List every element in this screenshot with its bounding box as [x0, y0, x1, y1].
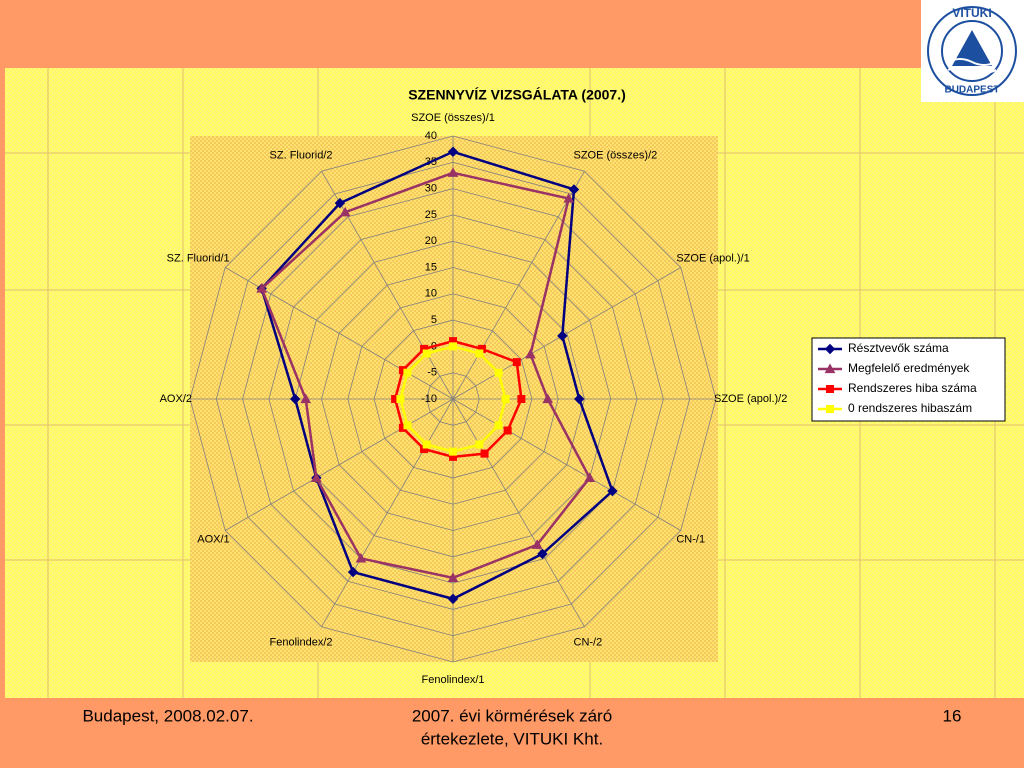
- marker: [339, 206, 351, 217]
- tick-label: -5: [427, 367, 437, 379]
- marker: [475, 349, 484, 358]
- category-label: SZOE (apol.)/2: [714, 393, 787, 405]
- marker: [517, 395, 526, 403]
- marker: [563, 193, 575, 203]
- spoke: [452, 171, 585, 400]
- marker: [494, 421, 503, 430]
- marker: [447, 167, 459, 177]
- tick-label: 40: [425, 130, 437, 142]
- marker: [289, 393, 301, 405]
- marker: [449, 447, 457, 456]
- category-label: SZOE (összes)/2: [574, 150, 658, 162]
- marker: [396, 395, 405, 403]
- marker: [447, 572, 459, 582]
- spoke: [452, 398, 681, 531]
- category-label: Fenolindex/1: [422, 674, 485, 686]
- category-label: AOX/2: [160, 393, 192, 405]
- tick-label: 5: [431, 314, 437, 326]
- chart-title: SZENNYVÍZ VIZSGÁLATA (2007.): [408, 87, 626, 103]
- category-label: SZ. Fluorid/1: [167, 252, 230, 264]
- tick-label: 10: [425, 288, 437, 300]
- footer-event: értekezlete, VITUKI Kht.: [421, 729, 603, 748]
- legend-label: Megfelelő eredmények: [848, 361, 970, 375]
- marker: [824, 343, 836, 355]
- marker: [449, 342, 457, 351]
- category-label: SZ. Fluorid/2: [270, 150, 333, 162]
- marker: [256, 283, 268, 293]
- category-label: AOX/1: [197, 533, 229, 545]
- category-label: Fenolindex/2: [270, 636, 333, 648]
- legend-label: 0 rendszeres hibaszám: [848, 401, 972, 415]
- marker: [537, 548, 548, 560]
- legend: Résztvevők száma Megfelelő eredmények Rend…: [811, 337, 1006, 422]
- footer-date: Budapest, 2008.02.07.: [82, 706, 253, 725]
- spoke: [321, 171, 454, 400]
- marker: [542, 393, 554, 404]
- marker: [355, 552, 367, 563]
- marker: [574, 393, 585, 405]
- marker: [584, 472, 596, 482]
- marker: [501, 395, 510, 403]
- marker: [422, 440, 431, 449]
- tick-label: 25: [425, 209, 437, 221]
- marker: [525, 348, 536, 359]
- marker: [447, 593, 459, 605]
- marker: [607, 485, 618, 497]
- logo-bottom: BUDAPEST: [944, 85, 999, 96]
- footer-event: 2007. évi körmérések záró: [412, 706, 612, 725]
- tick-label: -10: [421, 393, 437, 405]
- marker: [422, 349, 431, 358]
- logo: VITUKI BUDAPEST: [921, 0, 1024, 102]
- logo-top: VITUKI: [952, 6, 991, 20]
- spoke: [452, 398, 585, 627]
- marker: [403, 368, 412, 377]
- marker: [503, 426, 512, 435]
- legend-label: Rendszeres hiba száma: [848, 381, 977, 395]
- marker: [557, 330, 568, 342]
- marker: [512, 358, 521, 367]
- footer-page: 16: [943, 706, 962, 725]
- spoke: [321, 398, 454, 627]
- marker: [480, 449, 489, 458]
- marker: [310, 472, 322, 482]
- tick-label: 30: [425, 183, 437, 195]
- marker: [824, 363, 836, 374]
- marker: [826, 385, 834, 393]
- marker: [300, 393, 312, 404]
- spoke: [452, 267, 681, 400]
- marker: [494, 368, 503, 377]
- legend-label: Résztvevők száma: [848, 341, 949, 355]
- category-label: SZOE (összes)/1: [411, 112, 495, 124]
- marker: [568, 184, 580, 195]
- category-label: SZOE (apol.)/1: [676, 252, 749, 264]
- category-label: CN-/1: [676, 533, 705, 545]
- marker: [447, 146, 459, 157]
- marker: [531, 539, 543, 549]
- spoke: [225, 398, 454, 531]
- marker: [334, 197, 346, 209]
- tick-label: 15: [425, 261, 437, 273]
- tick-label: 20: [425, 235, 437, 247]
- marker: [403, 421, 412, 430]
- marker: [347, 566, 359, 578]
- category-label: CN-/2: [574, 636, 603, 648]
- marker: [826, 405, 834, 413]
- marker: [475, 440, 484, 449]
